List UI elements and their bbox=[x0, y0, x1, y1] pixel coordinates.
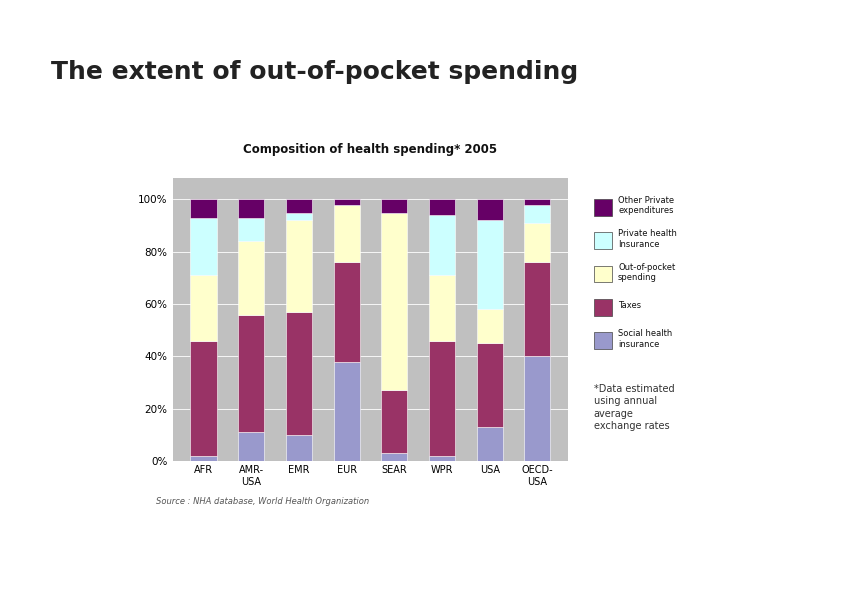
Bar bbox=[285, 435, 312, 461]
Bar bbox=[477, 309, 503, 343]
Bar bbox=[525, 262, 551, 356]
Text: Taxes: Taxes bbox=[618, 301, 641, 310]
Bar bbox=[594, 266, 612, 283]
Text: World Health
Organization: World Health Organization bbox=[674, 546, 772, 575]
Bar bbox=[190, 456, 216, 461]
Bar bbox=[525, 205, 551, 223]
Bar bbox=[238, 315, 264, 433]
Bar bbox=[190, 341, 216, 456]
Bar bbox=[429, 341, 456, 456]
Bar bbox=[477, 220, 503, 309]
Bar bbox=[429, 275, 456, 341]
Bar bbox=[238, 242, 264, 315]
Text: The extent of out-of-pocket spending: The extent of out-of-pocket spending bbox=[51, 60, 578, 83]
Bar bbox=[477, 427, 503, 461]
Bar bbox=[238, 199, 264, 218]
Text: Department of Health Systems Financing: Better Financing for
Better Health: Department of Health Systems Financing: … bbox=[55, 543, 471, 572]
Bar bbox=[429, 215, 456, 275]
Bar bbox=[381, 199, 408, 212]
Text: Social health
insurance: Social health insurance bbox=[618, 329, 672, 349]
Bar bbox=[238, 433, 264, 461]
Text: Source : NHA database, World Health Organization: Source : NHA database, World Health Orga… bbox=[156, 497, 369, 506]
Bar bbox=[238, 218, 264, 242]
Bar bbox=[381, 212, 408, 390]
Bar bbox=[477, 199, 503, 220]
Bar bbox=[190, 275, 216, 341]
Text: Other Private
expenditures: Other Private expenditures bbox=[618, 196, 674, 215]
Bar bbox=[525, 223, 551, 262]
Text: *Data estimated
using annual
average
exchange rates: *Data estimated using annual average exc… bbox=[594, 384, 674, 431]
Text: 32: 32 bbox=[29, 554, 49, 568]
Bar bbox=[190, 218, 216, 275]
Bar bbox=[594, 333, 612, 349]
Bar bbox=[429, 199, 456, 215]
Bar bbox=[381, 390, 408, 453]
Bar bbox=[285, 212, 312, 220]
Bar bbox=[333, 205, 360, 262]
Bar bbox=[381, 453, 408, 461]
Text: Composition of health spending* 2005: Composition of health spending* 2005 bbox=[243, 143, 498, 156]
Bar bbox=[594, 299, 612, 316]
Bar bbox=[285, 199, 312, 212]
Bar bbox=[594, 233, 612, 249]
Bar bbox=[525, 356, 551, 461]
Bar bbox=[525, 199, 551, 205]
Bar bbox=[429, 456, 456, 461]
Bar bbox=[285, 312, 312, 435]
Bar bbox=[477, 343, 503, 427]
Bar bbox=[333, 199, 360, 205]
Bar bbox=[285, 220, 312, 312]
Text: Private health
Insurance: Private health Insurance bbox=[618, 229, 677, 249]
Bar bbox=[190, 199, 216, 218]
Bar bbox=[594, 199, 612, 216]
Bar bbox=[333, 262, 360, 362]
Text: Out-of-pocket
spending: Out-of-pocket spending bbox=[618, 262, 675, 282]
Bar bbox=[333, 362, 360, 461]
